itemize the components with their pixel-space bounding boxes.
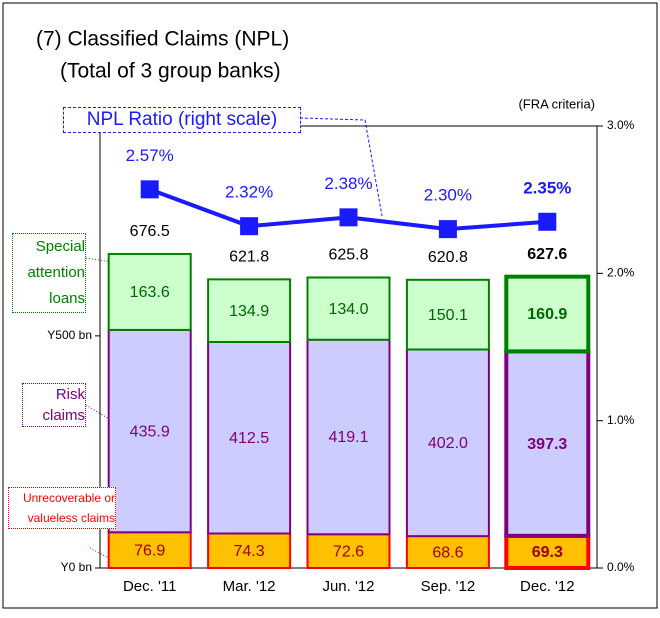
line-marker <box>140 180 159 199</box>
value-label: 160.9 <box>527 306 567 323</box>
value-label: 68.6 <box>432 544 463 561</box>
bar-segment <box>107 328 192 534</box>
y2-tick-label: 1.0% <box>607 413 635 427</box>
y-tick-label: Y500 bn <box>47 328 92 342</box>
value-label: 397.3 <box>527 436 567 453</box>
bar-segment <box>306 276 391 341</box>
bar-segment <box>306 533 391 569</box>
bar-segment <box>405 535 490 570</box>
value-label: 74.3 <box>234 543 265 560</box>
chart-subtitle: (Total of 3 group banks) <box>60 60 281 83</box>
special-connector <box>85 257 113 263</box>
total-label: 627.6 <box>527 246 567 263</box>
value-label: 134.0 <box>328 301 368 318</box>
y-tick-label: Y0 bn <box>61 560 92 574</box>
bar-segment <box>207 340 292 535</box>
line-value-label: 2.35% <box>523 178 571 197</box>
legend-risk: Risk claims <box>22 383 86 427</box>
x-tick-label: Mar. '12 <box>223 578 276 595</box>
line-marker <box>538 212 557 231</box>
value-label: 150.1 <box>428 307 468 324</box>
bar-segment <box>405 348 490 538</box>
bar-segment <box>504 349 591 538</box>
line-marker <box>438 220 457 239</box>
bar-segment <box>107 531 192 570</box>
bar-segment <box>306 338 391 536</box>
value-label: 435.9 <box>130 423 170 440</box>
annotation: (FRA criteria) <box>518 96 595 111</box>
bar-segment <box>207 278 292 343</box>
line-marker <box>240 217 259 236</box>
line-value-label: 2.38% <box>324 174 372 193</box>
value-label: 412.5 <box>229 430 269 447</box>
line-marker <box>339 208 358 227</box>
x-tick-label: Jun. '12 <box>322 578 374 595</box>
bar-segment <box>107 252 192 331</box>
x-tick-label: Dec. '11 <box>123 578 176 595</box>
value-label: 402.0 <box>428 435 468 452</box>
line-value-label: 2.30% <box>424 186 472 205</box>
legend-npl: NPL Ratio (right scale) <box>63 107 301 133</box>
chart-title: (7) Classified Claims (NPL) <box>36 28 289 51</box>
legend-unrecoverable: Unrecoverable or valueless claims <box>8 487 116 529</box>
npl-connector <box>299 117 383 217</box>
total-label: 621.8 <box>229 249 269 266</box>
bar-segment <box>207 532 292 570</box>
y2-tick-label: 2.0% <box>607 266 635 280</box>
line-value-label: 2.57% <box>126 146 174 165</box>
legend-special: Special attention loans <box>12 233 86 313</box>
y2-tick-label: 0.0% <box>607 560 635 574</box>
value-label: 76.9 <box>134 542 165 559</box>
x-tick-label: Dec. '12 <box>520 578 575 595</box>
value-label: 134.9 <box>229 303 269 320</box>
y2-tick-label: 3.0% <box>607 118 635 132</box>
x-tick-label: Sep. '12 <box>421 578 476 595</box>
line-value-label: 2.32% <box>225 183 273 202</box>
bar-segment <box>405 278 490 351</box>
value-label: 163.6 <box>130 284 170 301</box>
value-label: 72.6 <box>333 543 364 560</box>
unrec-connector <box>89 547 113 561</box>
total-label: 676.5 <box>130 223 170 240</box>
value-label: 69.3 <box>532 544 563 561</box>
value-label: 419.1 <box>328 429 368 446</box>
bar-segment <box>504 274 591 354</box>
total-label: 625.8 <box>328 247 368 264</box>
total-label: 620.8 <box>428 249 468 266</box>
